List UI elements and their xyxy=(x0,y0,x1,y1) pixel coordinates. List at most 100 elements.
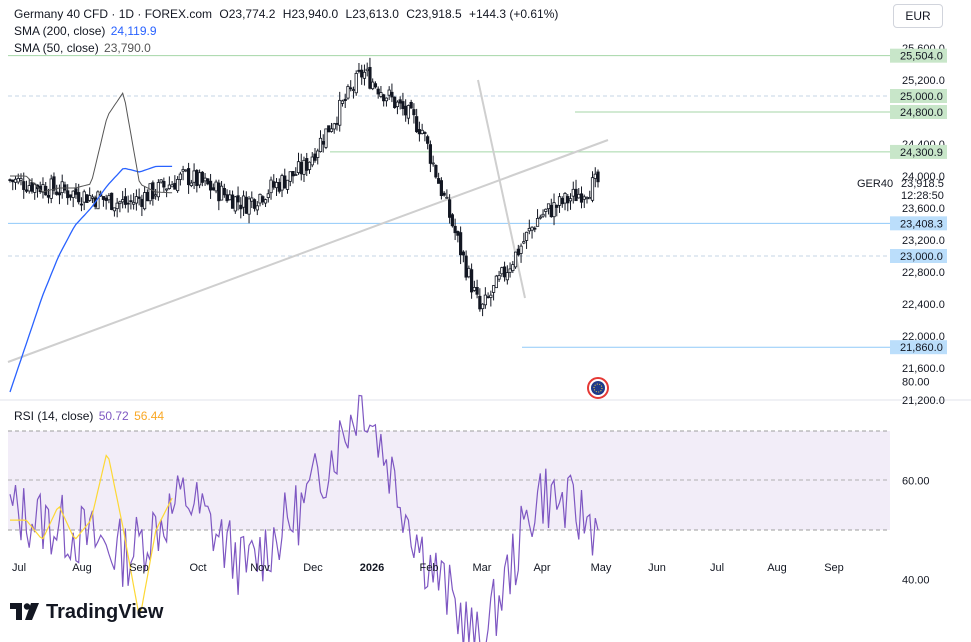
last-price-symbol: GER40 xyxy=(857,178,893,190)
time-tick-label: Jul xyxy=(12,562,26,574)
candle-body xyxy=(524,231,529,241)
tradingview-icon xyxy=(10,603,39,620)
candle-body xyxy=(588,197,592,200)
price-tag-label: 23,000.0 xyxy=(900,251,943,263)
sma200-value: 24,119.9 xyxy=(110,24,157,38)
candle-body xyxy=(486,296,490,299)
candle-body xyxy=(412,109,416,116)
candle-body xyxy=(66,190,70,199)
candle-body xyxy=(186,168,191,186)
candle-body xyxy=(467,267,471,278)
price-tag-label: 24,800.0 xyxy=(900,107,943,119)
candle-body xyxy=(85,194,89,203)
price-tick-label: 23,600.0 xyxy=(902,203,945,215)
rsi-line[interactable] xyxy=(9,394,599,642)
rsi-ma-line[interactable] xyxy=(10,454,173,617)
candle-body xyxy=(208,180,213,191)
high-value: H23,940.0 xyxy=(282,7,339,21)
candle-body xyxy=(82,191,86,203)
price-tag-box xyxy=(890,89,947,103)
candle-body xyxy=(519,245,523,254)
price-tag-label: 24,300.9 xyxy=(900,147,943,159)
candle-body xyxy=(123,196,128,205)
candle-body xyxy=(189,182,193,187)
candle-body xyxy=(140,198,144,207)
candle-body xyxy=(46,195,51,198)
candle-body xyxy=(448,199,452,218)
candle-body xyxy=(24,189,29,192)
candlesticks xyxy=(8,57,600,317)
candle-body xyxy=(250,197,254,202)
candle-body xyxy=(582,196,586,200)
candle-body xyxy=(574,188,578,202)
candle-body xyxy=(27,185,31,192)
price-tick-label: 22,800.0 xyxy=(902,267,945,279)
price-tick-label: 24,000.0 xyxy=(902,171,945,183)
candle-body xyxy=(585,197,589,200)
last-price-value: 23,918.5 xyxy=(901,178,944,190)
candle-body xyxy=(55,191,59,195)
candle-body xyxy=(252,199,257,209)
candle-body xyxy=(395,101,400,108)
rsi-axis[interactable]: 80.00 60.00 40.00 xyxy=(902,377,930,587)
sma200-line[interactable] xyxy=(9,165,173,393)
sma50-line[interactable] xyxy=(10,92,173,194)
candle-body xyxy=(112,207,117,212)
candle-body xyxy=(497,275,501,280)
price-tag-label: 25,000.0 xyxy=(900,91,943,103)
candle-body xyxy=(16,178,20,183)
candle-body xyxy=(365,68,369,72)
candle-body xyxy=(159,179,163,183)
candle-body xyxy=(475,286,479,295)
rsi-legend[interactable]: RSI (14, close) 50.72 56.44 xyxy=(14,409,164,424)
candle-body xyxy=(382,94,386,102)
long-trendline[interactable] xyxy=(7,139,609,363)
symbol-legend[interactable]: Germany 40 CFD · 1D · FOREX.com O23,774.… xyxy=(14,7,562,22)
candle-body xyxy=(294,174,298,176)
candle-body xyxy=(409,101,413,109)
candle-body xyxy=(387,89,391,96)
sma50-legend[interactable]: SMA (50, close) 23,790.0 xyxy=(14,41,151,56)
candle-body xyxy=(310,156,314,166)
price-tags: 25,504.0 25,000.0 24,800.0 24,300.9 23,408.3… xyxy=(890,48,947,355)
candle-body xyxy=(121,199,125,203)
candle-body xyxy=(211,187,215,191)
candle-body xyxy=(406,105,411,119)
event-marker-icon[interactable] xyxy=(587,377,609,399)
candle-body xyxy=(261,196,265,203)
candle-body xyxy=(513,251,518,268)
candle-body xyxy=(480,303,485,310)
candle-body xyxy=(404,105,408,116)
candle-body xyxy=(343,98,347,102)
time-tick-label: Jun xyxy=(648,562,666,574)
time-tick-label: Oct xyxy=(189,562,206,574)
candle-body xyxy=(426,136,430,144)
candle-body xyxy=(398,99,402,104)
candle-body xyxy=(362,71,367,79)
candle-body xyxy=(52,176,56,191)
candle-body xyxy=(530,226,534,231)
candle-body xyxy=(63,184,67,191)
candle-body xyxy=(434,164,438,178)
price-tick-label: 21,200.0 xyxy=(902,395,945,407)
candle-body xyxy=(464,255,468,278)
sma200-legend[interactable]: SMA (200, close) 24,119.9 xyxy=(14,24,157,39)
candle-body xyxy=(508,268,512,273)
candle-body xyxy=(154,194,158,197)
tradingview-logo[interactable]: TradingView xyxy=(10,600,163,624)
time-axis[interactable]: Jul Aug Sep Oct Nov Dec 2026 Feb Mar Apr May Jun Jul… xyxy=(12,562,844,574)
candle-body xyxy=(453,225,457,234)
candle-body xyxy=(316,150,320,158)
countdown: 12:28:50 xyxy=(901,190,944,202)
rsi-label: RSI (14, close) xyxy=(14,409,94,423)
candle-body xyxy=(431,162,435,165)
candle-body xyxy=(401,101,405,110)
currency-button[interactable]: EUR xyxy=(893,4,943,28)
falling-trendline[interactable] xyxy=(477,79,526,299)
candle-body xyxy=(274,182,279,189)
candle-body xyxy=(236,195,240,203)
candle-body xyxy=(373,83,378,88)
candle-body xyxy=(346,86,350,99)
candle-body xyxy=(596,171,600,183)
